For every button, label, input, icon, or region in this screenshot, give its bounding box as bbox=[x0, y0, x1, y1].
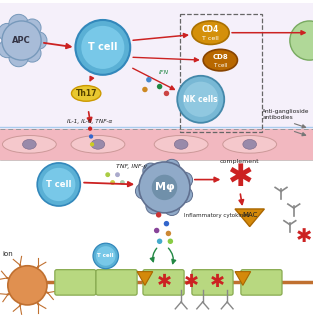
Polygon shape bbox=[137, 272, 153, 285]
Bar bbox=[0, 129, 313, 160]
Circle shape bbox=[42, 168, 76, 201]
Text: MAC: MAC bbox=[242, 212, 257, 218]
Text: IFN: IFN bbox=[159, 70, 169, 75]
Text: T cell: T cell bbox=[46, 180, 71, 189]
Circle shape bbox=[152, 175, 177, 200]
Circle shape bbox=[89, 134, 93, 139]
Text: CD8: CD8 bbox=[212, 54, 228, 60]
Circle shape bbox=[156, 212, 161, 218]
Circle shape bbox=[88, 126, 92, 131]
Ellipse shape bbox=[223, 136, 276, 153]
Circle shape bbox=[168, 238, 173, 244]
Ellipse shape bbox=[71, 136, 125, 153]
Text: ✱: ✱ bbox=[227, 163, 253, 192]
Ellipse shape bbox=[203, 49, 237, 71]
Ellipse shape bbox=[91, 140, 105, 149]
Circle shape bbox=[146, 77, 152, 83]
Circle shape bbox=[146, 198, 162, 214]
Ellipse shape bbox=[174, 140, 188, 149]
FancyBboxPatch shape bbox=[192, 270, 233, 295]
Circle shape bbox=[29, 32, 47, 49]
FancyBboxPatch shape bbox=[143, 270, 184, 295]
Text: ✱: ✱ bbox=[157, 273, 172, 292]
Circle shape bbox=[81, 26, 124, 69]
Polygon shape bbox=[235, 272, 251, 285]
Text: T cell: T cell bbox=[202, 36, 219, 41]
Ellipse shape bbox=[71, 85, 101, 101]
Circle shape bbox=[177, 76, 224, 123]
Circle shape bbox=[166, 231, 171, 236]
Ellipse shape bbox=[154, 136, 208, 153]
Text: IL-1, IL-6, TNF-α: IL-1, IL-6, TNF-α bbox=[67, 119, 112, 124]
FancyBboxPatch shape bbox=[96, 270, 137, 295]
Circle shape bbox=[164, 221, 169, 226]
Text: T cell: T cell bbox=[213, 63, 228, 68]
Ellipse shape bbox=[243, 140, 257, 149]
Circle shape bbox=[23, 19, 41, 36]
Bar bbox=[0, 3, 313, 148]
Text: Anti-ganglioside
antibodies: Anti-ganglioside antibodies bbox=[262, 109, 310, 120]
Circle shape bbox=[164, 159, 180, 175]
Circle shape bbox=[177, 172, 193, 188]
Circle shape bbox=[0, 23, 16, 41]
Circle shape bbox=[142, 87, 148, 92]
Circle shape bbox=[8, 266, 47, 305]
Text: ion: ion bbox=[2, 251, 13, 257]
Circle shape bbox=[157, 238, 162, 244]
Circle shape bbox=[110, 180, 115, 185]
Circle shape bbox=[96, 246, 116, 266]
Circle shape bbox=[0, 40, 16, 58]
Circle shape bbox=[2, 21, 41, 60]
Circle shape bbox=[164, 200, 180, 215]
Text: Inflammatory cytokines: Inflammatory cytokines bbox=[184, 213, 250, 218]
Ellipse shape bbox=[3, 136, 56, 153]
Text: complement: complement bbox=[220, 159, 260, 164]
FancyBboxPatch shape bbox=[55, 270, 96, 295]
Circle shape bbox=[143, 163, 158, 179]
Polygon shape bbox=[235, 209, 264, 227]
Text: T cell: T cell bbox=[97, 253, 114, 259]
Circle shape bbox=[9, 47, 28, 67]
Circle shape bbox=[154, 228, 159, 233]
Ellipse shape bbox=[22, 140, 36, 149]
Bar bbox=[0, 160, 313, 317]
Text: APC: APC bbox=[12, 36, 31, 45]
Text: TNF, INF-γ: TNF, INF-γ bbox=[116, 164, 147, 169]
Circle shape bbox=[90, 142, 94, 147]
Circle shape bbox=[23, 44, 41, 62]
Circle shape bbox=[120, 180, 125, 185]
Circle shape bbox=[93, 243, 118, 269]
Circle shape bbox=[76, 20, 130, 75]
Text: T cell: T cell bbox=[88, 42, 117, 52]
Text: Mφ: Mφ bbox=[155, 182, 174, 192]
Text: ✱: ✱ bbox=[210, 273, 225, 292]
Circle shape bbox=[290, 21, 320, 60]
Circle shape bbox=[139, 162, 190, 213]
Circle shape bbox=[177, 187, 193, 203]
Circle shape bbox=[115, 172, 120, 177]
Text: ✱: ✱ bbox=[183, 273, 198, 292]
Ellipse shape bbox=[192, 21, 229, 44]
Text: Th17: Th17 bbox=[76, 89, 97, 98]
Circle shape bbox=[157, 84, 162, 89]
Text: NK cells: NK cells bbox=[183, 95, 218, 104]
Circle shape bbox=[105, 172, 110, 177]
Circle shape bbox=[37, 163, 80, 206]
Text: CD4: CD4 bbox=[202, 25, 219, 34]
Circle shape bbox=[183, 82, 218, 117]
Circle shape bbox=[9, 14, 28, 34]
Circle shape bbox=[135, 183, 151, 199]
Circle shape bbox=[164, 91, 169, 96]
Text: ✱: ✱ bbox=[295, 227, 312, 246]
FancyBboxPatch shape bbox=[241, 270, 282, 295]
